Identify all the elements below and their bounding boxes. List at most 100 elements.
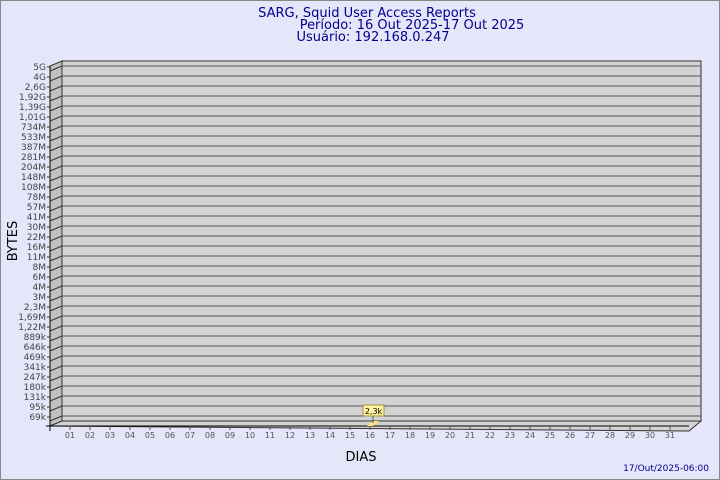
x-tick-label: 02 (85, 431, 95, 440)
grid-side-line (49, 335, 63, 342)
grid-side-line (49, 415, 63, 422)
chart-title: SARG, Squid User Access Reports (258, 6, 476, 21)
grid-side-line (49, 215, 63, 222)
y-tick-label: 2,6G (25, 83, 46, 93)
x-tick-label: 09 (225, 431, 235, 440)
y-tick-label: 646k (24, 343, 47, 353)
y-tick-label: 41M (27, 213, 46, 223)
y-tick-label: 30M (27, 223, 46, 233)
y-tick-label: 1,01G (19, 113, 46, 123)
chart-subtitle-period: Período: 16 Out 2025-17 Out 2025 (300, 18, 525, 33)
y-tick-label: 387M (21, 143, 46, 153)
grid-side-line (49, 365, 63, 372)
x-tick-label: 20 (445, 431, 455, 440)
y-tick-label: 180k (24, 383, 47, 393)
footer-timestamp: 17/Out/2025-06:00 (623, 464, 709, 474)
y-tick-label: 95k (29, 403, 46, 413)
y-tick-label: 1,69M (18, 313, 46, 323)
x-tick-label: 15 (345, 431, 355, 440)
y-tick-label: 204M (21, 163, 46, 173)
y-tick-label: 5G (33, 63, 46, 73)
x-tick-label: 27 (585, 431, 595, 440)
x-tick-label: 10 (245, 431, 255, 440)
y-tick-label: 4M (33, 283, 47, 293)
x-tick-label: 07 (185, 431, 195, 440)
y-tick-label: 1,22M (18, 323, 46, 333)
y-tick-label: 2,3M (24, 303, 46, 313)
x-tick-label: 17 (385, 431, 395, 440)
grid-side-line (49, 375, 63, 382)
x-tick-label: 26 (565, 431, 575, 440)
y-tick-label: 469k (24, 353, 47, 363)
grid-side-line (49, 115, 63, 122)
y-tick-label: 8M (33, 263, 47, 273)
y-tick-label: 734M (21, 123, 46, 133)
grid-side-line (49, 275, 63, 282)
x-tick-label: 04 (125, 431, 135, 440)
grid-side-line (49, 125, 63, 132)
y-tick-label: 6M (33, 273, 47, 283)
bar (367, 421, 379, 426)
y-tick-label: 108M (21, 183, 46, 193)
grid-side-line (49, 285, 63, 292)
grid-side-line (49, 295, 63, 302)
x-tick-label: 25 (545, 431, 555, 440)
grid-side-line (49, 245, 63, 252)
grid-side-line (49, 235, 63, 242)
x-tick-label: 31 (665, 431, 675, 440)
x-tick-label: 21 (465, 431, 475, 440)
grid-side-line (49, 255, 63, 262)
x-tick-label: 13 (305, 431, 315, 440)
grid-side-line (49, 395, 63, 402)
grid-side-line (49, 65, 63, 72)
grid-side-line (49, 195, 63, 202)
y-tick-label: 69k (29, 413, 46, 423)
grid-side-line (49, 355, 63, 362)
x-tick-label: 28 (605, 431, 615, 440)
x-tick-label: 08 (205, 431, 215, 440)
chart-subtitle-user: Usuário: 192.168.0.247 (296, 30, 449, 45)
grid-side-line (49, 155, 63, 162)
grid-side-line (49, 75, 63, 82)
grid-side-line (49, 185, 63, 192)
grid-side-line (49, 305, 63, 312)
grid-side-line (49, 345, 63, 352)
y-tick-label: 533M (21, 133, 46, 143)
x-tick-label: 19 (425, 431, 435, 440)
grid-side-line (49, 315, 63, 322)
x-tick-label: 22 (485, 431, 495, 440)
x-tick-label: 01 (65, 431, 75, 440)
x-tick-label: 24 (525, 431, 535, 440)
grid-side-line (49, 205, 63, 212)
grid-side-line (49, 145, 63, 152)
y-tick-label: 341k (24, 363, 47, 373)
x-tick-label: 14 (325, 431, 335, 440)
grid-side-line (49, 165, 63, 172)
y-tick-label: 131k (24, 393, 47, 403)
grid-side-line (49, 175, 63, 182)
y-axis-label: BYTES (6, 221, 21, 262)
plot-back-wall (61, 60, 702, 422)
x-tick-label: 05 (145, 431, 155, 440)
x-tick-label: 16 (365, 431, 375, 440)
x-axis-label: DIAS (346, 450, 377, 465)
y-tick-label: 1,92G (19, 93, 46, 103)
y-tick-label: 3M (33, 293, 47, 303)
x-tick-label: 11 (265, 431, 275, 440)
x-tick-label: 12 (285, 431, 295, 440)
x-tick-label: 30 (645, 431, 655, 440)
grid-side-line (49, 225, 63, 232)
plot-side-wall (49, 60, 63, 427)
y-tick-label: 57M (27, 203, 46, 213)
grid-side-line (49, 265, 63, 272)
y-tick-label: 78M (27, 193, 46, 203)
y-tick-label: 889k (24, 333, 47, 343)
y-tick-label: 11M (27, 253, 46, 263)
y-tick-label: 4G (33, 73, 46, 83)
y-tick-label: 1,39G (19, 103, 46, 113)
x-tick-label: 23 (505, 431, 515, 440)
grid-side-line (49, 105, 63, 112)
y-tick-label: 247k (24, 373, 47, 383)
